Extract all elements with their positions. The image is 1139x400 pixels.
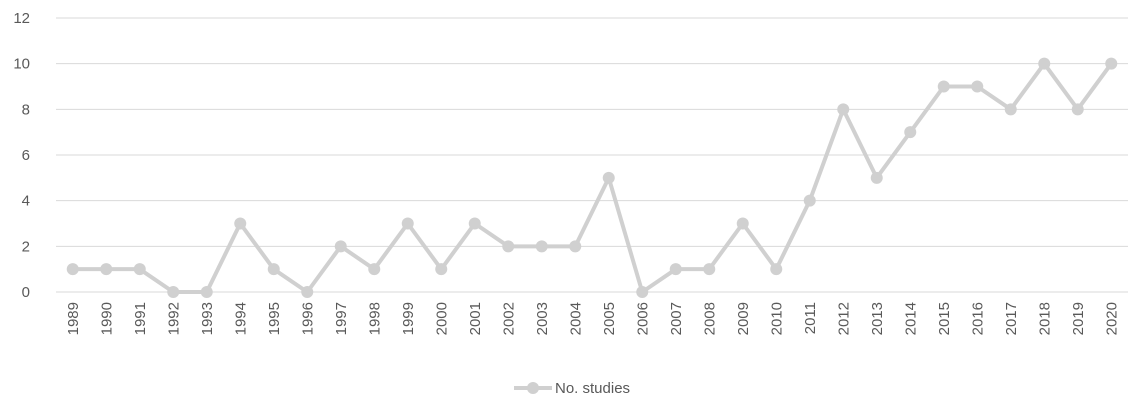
data-point-1996 [301, 286, 314, 298]
y-tick-label: 12 [13, 10, 30, 27]
x-tick-label: 2009 [735, 302, 752, 335]
data-point-1994 [234, 217, 247, 230]
data-point-2018 [1038, 57, 1051, 70]
legend-label-no-studies: No. studies [555, 380, 630, 397]
data-point-2005 [602, 171, 615, 184]
x-tick-label: 2018 [1036, 302, 1053, 335]
legend: No. studies [514, 380, 630, 397]
series-no-studies [66, 57, 1118, 298]
x-tick-label: 2003 [534, 302, 551, 335]
x-tick-label: 1990 [98, 302, 115, 335]
x-tick-label: 2006 [634, 302, 651, 335]
x-tick-label: 2001 [467, 302, 484, 335]
x-tick-label: 1993 [199, 302, 216, 335]
data-point-1997 [334, 240, 347, 253]
data-point-1992 [167, 286, 180, 298]
data-point-1993 [200, 286, 213, 298]
data-point-1991 [133, 263, 146, 276]
legend-marker-swatch [527, 382, 539, 394]
data-point-1999 [401, 217, 414, 230]
data-point-2003 [535, 240, 548, 253]
data-point-2001 [468, 217, 481, 230]
data-point-1990 [100, 263, 113, 276]
x-tick-label: 2004 [567, 302, 584, 335]
y-tick-label: 4 [22, 193, 30, 210]
data-point-2013 [870, 171, 883, 184]
y-tick-label: 6 [22, 147, 30, 164]
data-point-2002 [502, 240, 515, 253]
data-point-2014 [904, 126, 917, 139]
x-tick-label: 1992 [165, 302, 182, 335]
x-tick-label: 1991 [132, 302, 149, 335]
data-point-2009 [736, 217, 749, 230]
x-tick-label: 2005 [601, 302, 618, 335]
data-point-2004 [569, 240, 582, 253]
data-point-2015 [937, 80, 950, 93]
x-tick-label: 1999 [400, 302, 417, 335]
x-tick-label: 2011 [802, 302, 819, 334]
x-tick-label: 2017 [1003, 302, 1020, 335]
x-tick-label: 2007 [668, 302, 685, 335]
x-tick-label: 2012 [835, 302, 852, 335]
data-point-2011 [803, 194, 816, 207]
data-point-2000 [435, 263, 448, 276]
data-point-1998 [368, 263, 381, 276]
data-point-2020 [1105, 57, 1118, 70]
x-tick-label: 2014 [902, 302, 919, 335]
x-tick-label: 2008 [701, 302, 718, 335]
y-tick-label: 0 [22, 284, 30, 301]
x-tick-label: 2020 [1103, 302, 1120, 335]
x-tick-label: 1997 [333, 302, 350, 335]
data-point-2012 [837, 103, 850, 116]
x-tick-label: 2010 [768, 302, 785, 335]
x-tick-label: 2016 [969, 302, 986, 335]
x-tick-label: 2013 [869, 302, 886, 335]
data-point-2017 [1004, 103, 1017, 116]
data-point-2008 [703, 263, 716, 276]
data-point-2016 [971, 80, 984, 93]
data-point-2006 [636, 286, 649, 298]
data-point-2010 [770, 263, 783, 276]
x-tick-label: 2019 [1070, 302, 1087, 335]
x-tick-label: 2002 [500, 302, 517, 335]
x-tick-label: 1995 [266, 302, 283, 335]
data-point-1995 [267, 263, 280, 276]
gridlines [56, 17, 1128, 293]
x-tick-label: 1996 [299, 302, 316, 335]
data-point-1989 [66, 263, 79, 276]
y-axis-tick-labels: 0 2 4 6 8 10 12 [13, 10, 30, 301]
y-tick-label: 2 [22, 238, 30, 255]
series-line [72, 61, 1113, 294]
x-tick-label: 1994 [232, 302, 249, 335]
x-tick-label: 1998 [366, 302, 383, 335]
x-tick-label: 2000 [433, 302, 450, 335]
y-tick-label: 10 [13, 56, 30, 73]
x-tick-label: 2015 [936, 302, 953, 335]
y-tick-label: 8 [22, 101, 30, 118]
x-axis-tick-labels: 1989 1990 1991 1992 1993 1994 1995 1996 1997 1998… [65, 302, 1121, 335]
data-point-2019 [1071, 103, 1084, 116]
data-point-2007 [669, 263, 682, 276]
x-tick-label: 1989 [65, 302, 82, 335]
